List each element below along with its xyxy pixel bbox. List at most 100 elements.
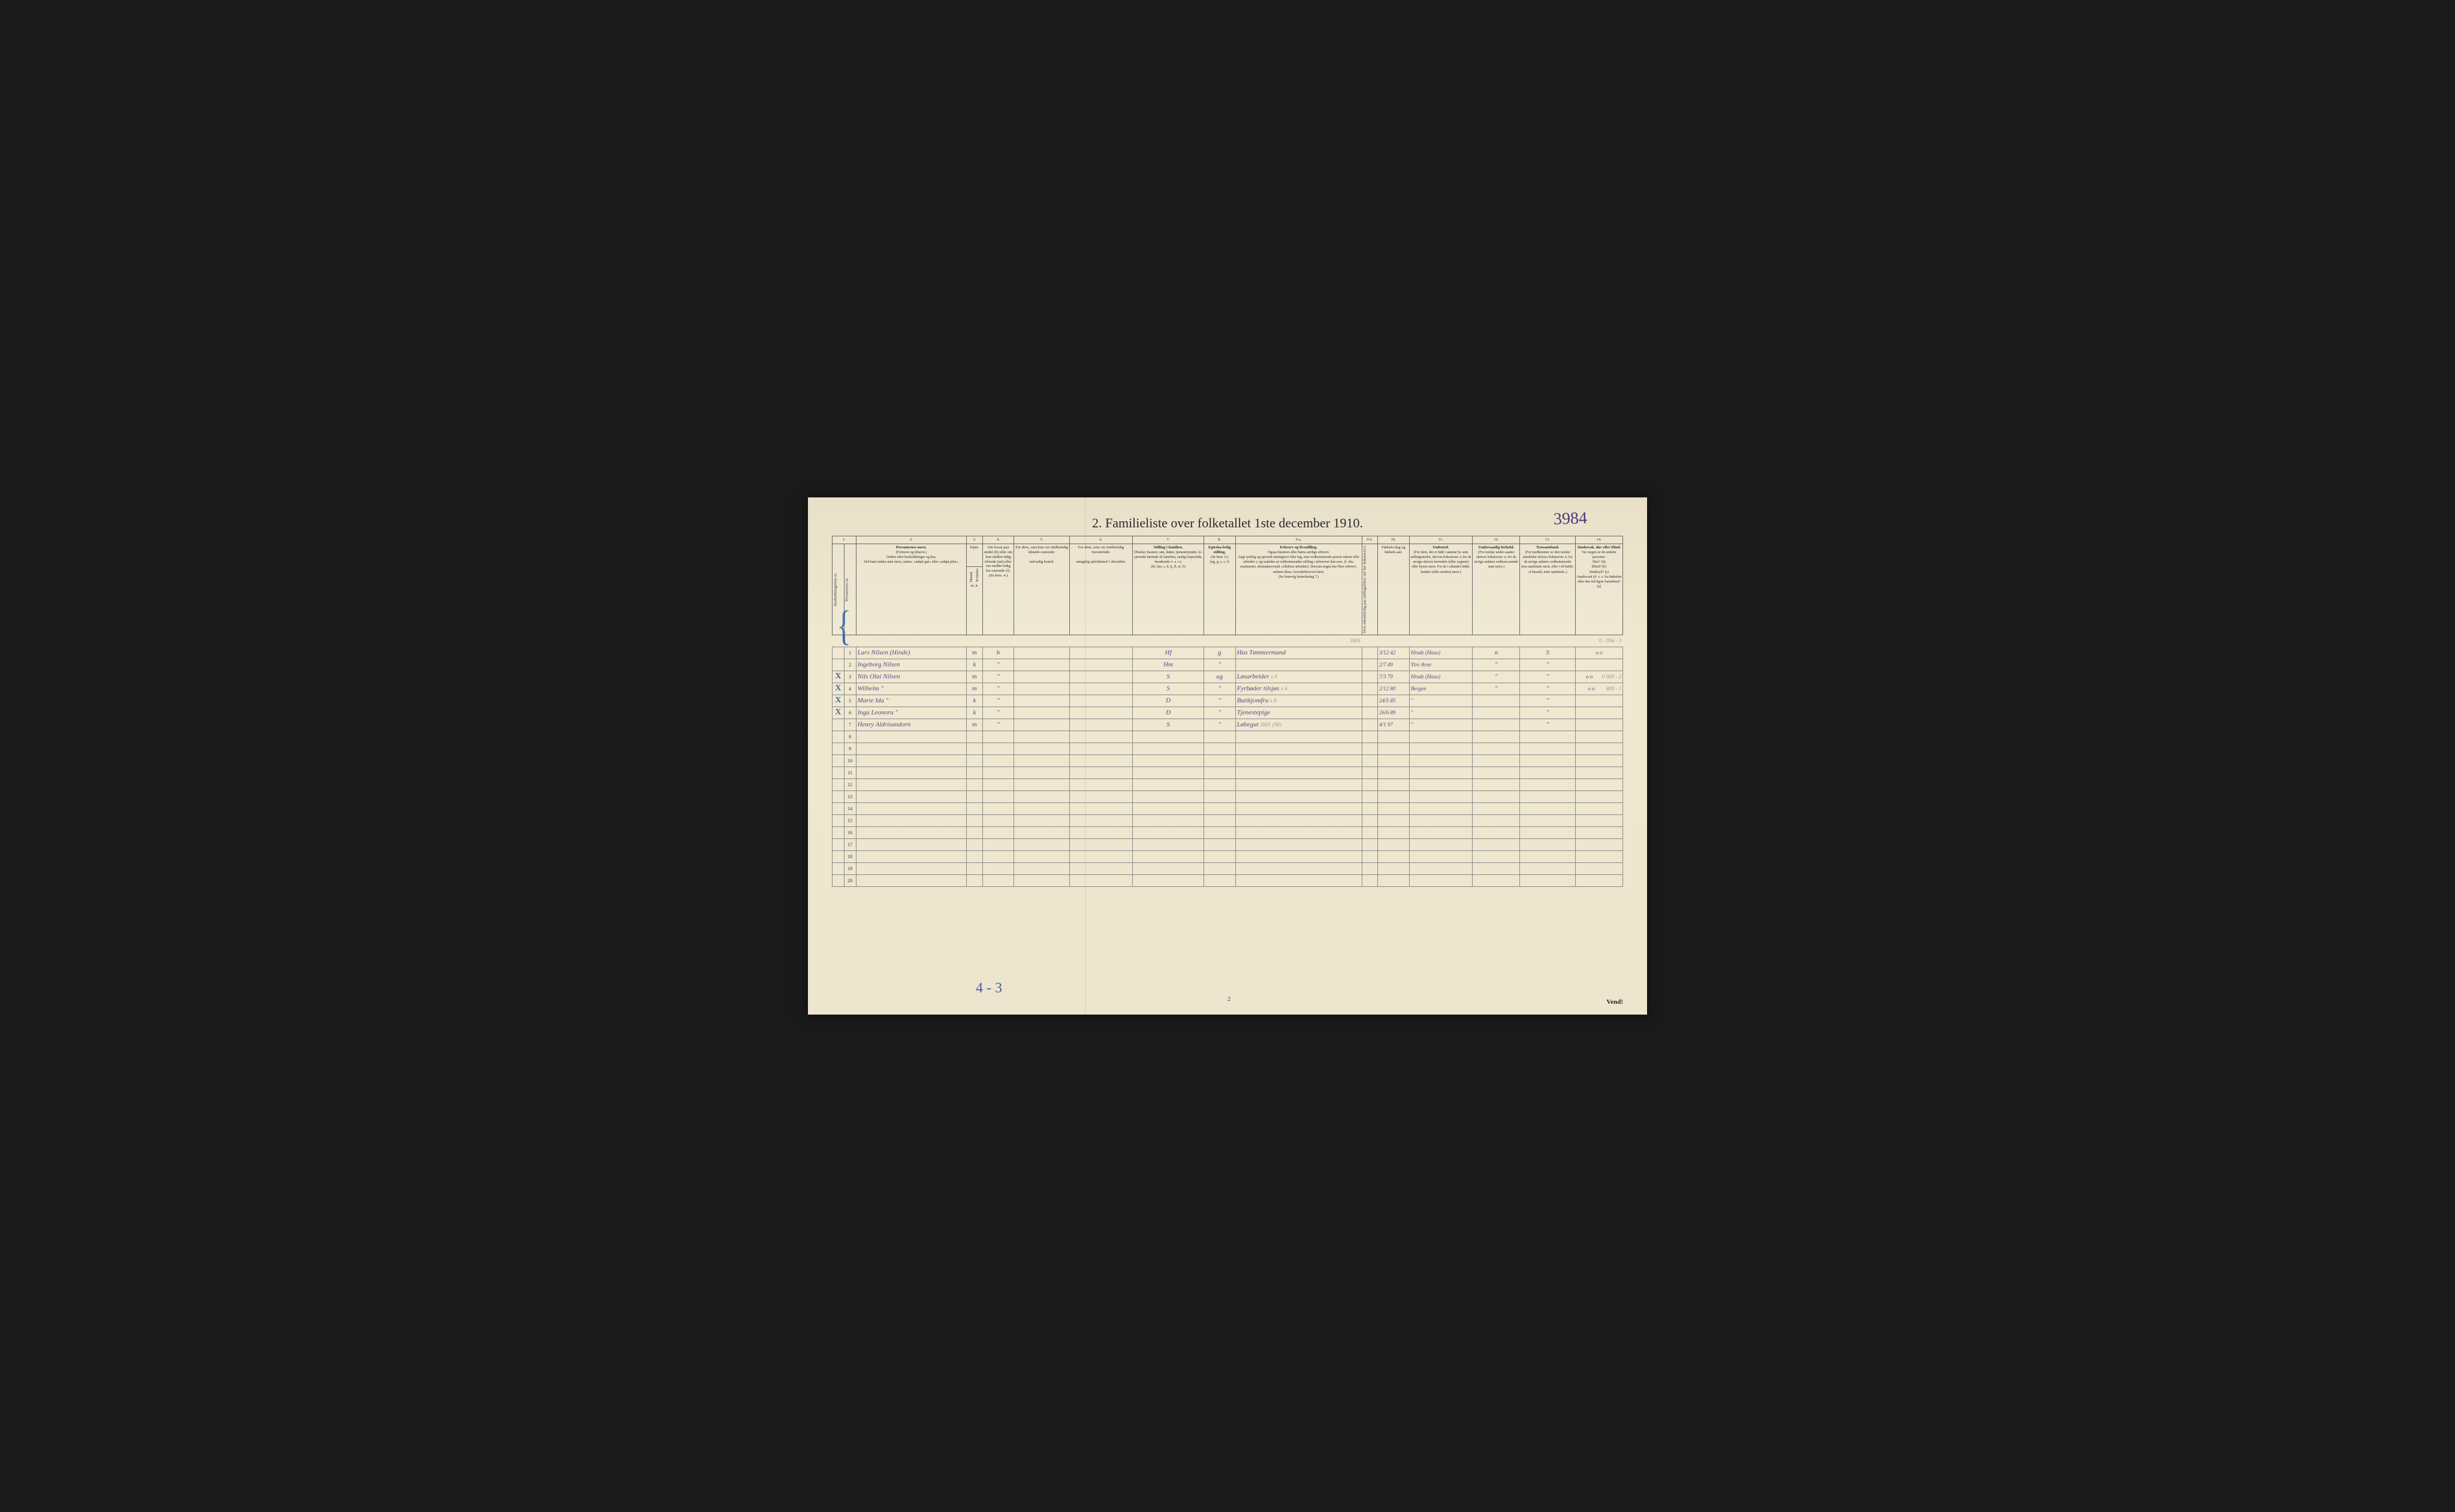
- cell-disability: o o0 900 - 2: [1575, 671, 1622, 683]
- cell-family-pos: Hf: [1133, 647, 1204, 659]
- cell-resident: [982, 862, 1014, 874]
- cell-marital: [1204, 850, 1235, 862]
- cell-nationality: [1473, 790, 1520, 802]
- cell-occupation: [1235, 874, 1362, 886]
- cell-nationality: [1473, 778, 1520, 790]
- row-number: 6: [844, 707, 856, 719]
- cell-sex: [967, 731, 982, 743]
- cell-disability: [1575, 850, 1622, 862]
- cell-name: [856, 731, 967, 743]
- cell-birth: [1378, 826, 1410, 838]
- cell-name: Inga Leonora ": [856, 707, 967, 719]
- cell-name: [856, 838, 967, 850]
- cell-birth: 24/5 85: [1378, 695, 1410, 707]
- cell-marital: [1204, 874, 1235, 886]
- cell-birth: [1378, 778, 1410, 790]
- cell-temp-absent: [1069, 838, 1133, 850]
- cell-sex: [967, 850, 982, 862]
- row-mark: [833, 766, 845, 778]
- header-birthdate: Fødsels-dag og fødsels-aar.: [1378, 544, 1410, 635]
- cell-birthplace: [1409, 743, 1473, 755]
- table-row: 2 Ingeborg Nilsen k " Hm " 2/7 49 Ytre A…: [833, 659, 1623, 671]
- cell-sex: m: [967, 671, 982, 683]
- cell-birthplace: Ytre Arne: [1409, 659, 1473, 671]
- row-mark: [833, 874, 845, 886]
- cell-temp-absent: [1069, 766, 1133, 778]
- header-temp-present: For dem, som kun var midlertidig tilsted…: [1014, 544, 1069, 635]
- cell-resident: ": [982, 683, 1014, 695]
- cell-nationality: [1473, 695, 1520, 707]
- cell-disability: [1575, 731, 1622, 743]
- table-row: 20: [833, 874, 1623, 886]
- cell-birth: 2/7 49: [1378, 659, 1410, 671]
- cell-nationality: [1473, 707, 1520, 719]
- cell-temp-absent: [1069, 743, 1133, 755]
- cell-occupation: [1235, 778, 1362, 790]
- cell-temp-absent: [1069, 683, 1133, 695]
- cell-unemployed: [1362, 802, 1377, 814]
- cell-occupation: [1235, 862, 1362, 874]
- cell-name: [856, 778, 967, 790]
- handwritten-page-number: 3984: [1553, 509, 1587, 529]
- header-kvinder: Kvinder.: [975, 568, 980, 582]
- cell-birthplace: [1409, 814, 1473, 826]
- cell-unemployed: [1362, 838, 1377, 850]
- table-body: 3901 0 - 956 - 1 1 Lars Nilsen (Hinde) m…: [833, 635, 1623, 886]
- table-row: 18: [833, 850, 1623, 862]
- header-label-row: Husholdningernes nr. Personernes nr. Per…: [833, 544, 1623, 567]
- cell-temp-present: [1014, 743, 1069, 755]
- cell-birth: 4/1 97: [1378, 719, 1410, 731]
- cell-birthplace: [1409, 826, 1473, 838]
- table-row: 15: [833, 814, 1623, 826]
- table-row: X 4 Wilhelm " m " S " Fyrbøder tilsjøs x…: [833, 683, 1623, 695]
- cell-temp-present: [1014, 862, 1069, 874]
- row-mark: [833, 790, 845, 802]
- cell-religion: [1520, 874, 1575, 886]
- row-mark: [833, 659, 845, 671]
- col-num-7: 7.: [1133, 536, 1204, 544]
- cell-unemployed: [1362, 766, 1377, 778]
- cell-nationality: [1473, 802, 1520, 814]
- cell-disability: [1575, 790, 1622, 802]
- page-number: 2: [1228, 996, 1230, 1003]
- row-mark: [833, 731, 845, 743]
- cell-unemployed: [1362, 719, 1377, 731]
- cell-name: [856, 850, 967, 862]
- cell-birthplace: [1409, 874, 1473, 886]
- cell-religion: ": [1520, 695, 1575, 707]
- cell-religion: [1520, 731, 1575, 743]
- header-col5-title: For dem, som kun var midlertidig tilsted…: [1015, 545, 1068, 554]
- cell-temp-absent: [1069, 719, 1133, 731]
- cell-temp-absent: [1069, 731, 1133, 743]
- table-row: 13: [833, 790, 1623, 802]
- col-num-5: 5.: [1014, 536, 1069, 544]
- header-col11-sub1: (For dem, der er født i samme by som tæl…: [1411, 551, 1471, 574]
- row-number: 18: [844, 850, 856, 862]
- cell-sex: [967, 766, 982, 778]
- cell-marital: ug: [1204, 671, 1235, 683]
- cell-unemployed: [1362, 755, 1377, 766]
- cell-unemployed: [1362, 850, 1377, 862]
- cell-religion: [1520, 755, 1575, 766]
- table-row: 10: [833, 755, 1623, 766]
- header-col14-sub2: Døv? (d) Blind? (b) Sindssyk? (s) Aandss…: [1576, 560, 1621, 588]
- title-main: Familieliste over folketallet 1ste decem…: [1105, 515, 1363, 530]
- cell-unemployed: [1362, 683, 1377, 695]
- cell-temp-present: [1014, 826, 1069, 838]
- cell-birthplace: [1409, 731, 1473, 743]
- header-col14-sub1: Var nogen av de anførte personer:: [1582, 551, 1616, 559]
- cell-marital: [1204, 862, 1235, 874]
- cell-birth: [1378, 731, 1410, 743]
- cell-birthplace: [1409, 802, 1473, 814]
- cell-family-pos: [1133, 755, 1204, 766]
- cell-disability: o o: [1575, 647, 1622, 659]
- row-number: 2: [844, 659, 856, 671]
- table-row: 7 Henry Aldrisandorn m " S " Løbegut 390…: [833, 719, 1623, 731]
- cell-nationality: n: [1473, 647, 1520, 659]
- cell-temp-absent: [1069, 755, 1133, 766]
- cell-occupation: Hus Tømmermand: [1235, 647, 1362, 659]
- row-mark: X: [833, 671, 845, 683]
- cell-birth: [1378, 838, 1410, 850]
- cell-religion: [1520, 743, 1575, 755]
- row-number: 17: [844, 838, 856, 850]
